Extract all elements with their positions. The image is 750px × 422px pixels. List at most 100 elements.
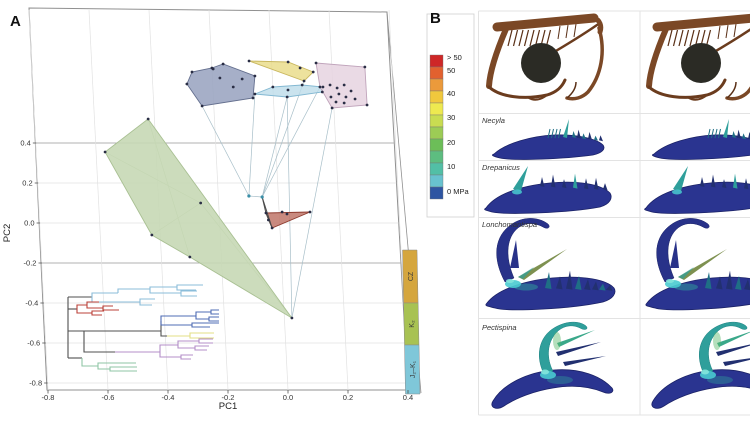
femur-body: [645, 276, 750, 311]
femoral-spine: [683, 29, 690, 47]
femur-spine: [594, 135, 598, 141]
scatter-point: [314, 61, 318, 65]
femoral-spine: [694, 29, 701, 47]
x-tick-label: 0.0: [283, 393, 293, 402]
x-tick-label: -0.4: [162, 393, 175, 402]
scatter-point: [188, 255, 192, 259]
scatter-point: [185, 82, 189, 86]
scatter-point: [221, 62, 225, 66]
major-spine: [723, 119, 729, 138]
red-hull-points: [264, 210, 312, 230]
comb-spine: [711, 128, 714, 139]
femur-spine: [606, 284, 613, 291]
x-tick-label: 0.2: [343, 393, 353, 402]
tree-branch: [177, 340, 199, 345]
tree-branch: [117, 288, 150, 293]
scatter-point: [251, 96, 255, 100]
femur-spine: [582, 133, 586, 140]
tree-branch: [210, 309, 219, 312]
femur-spine: [737, 129, 741, 139]
femur-spine: [556, 276, 563, 290]
strat-segment-2: [404, 344, 421, 395]
major-spine: [673, 166, 688, 191]
fea-model-drepanicus-col2: [644, 166, 750, 214]
femoral-spine: [725, 24, 729, 39]
strat-label-0: CZ: [408, 271, 415, 281]
fea-model-pectispina-col1: [491, 321, 614, 409]
femur-spine: [705, 272, 712, 289]
scatter-point: [318, 85, 322, 89]
tree-branch: [160, 315, 196, 321]
green-hull: [104, 118, 293, 319]
tree-branch: [180, 354, 193, 357]
tree-branch: [177, 345, 195, 349]
comb-spine: [714, 128, 718, 139]
femur-spine: [584, 178, 589, 190]
femur-spine: [726, 270, 733, 290]
phylogeny-red-clade: [76, 301, 119, 316]
phylogeny-yellow-clade: [167, 332, 214, 339]
femur-body: [651, 369, 750, 409]
scatter-point: [365, 103, 369, 107]
femoral-spine: [689, 29, 695, 47]
y-tick-label: -0.8: [29, 379, 42, 388]
scatter-point: [285, 212, 289, 216]
pink-hull-polygon: [315, 62, 368, 109]
scatter-point: [218, 76, 222, 80]
tree-branch: [191, 325, 210, 328]
femur-spine: [545, 272, 552, 289]
stress-hotspot: [672, 189, 682, 195]
tree-branch: [97, 366, 137, 370]
scatter-point: [363, 65, 367, 69]
sub-branch-teal: [557, 330, 595, 347]
internal-node-point: [247, 194, 251, 198]
colorbar-segment-7: [429, 138, 444, 152]
stratigraphic-bar: CZ K₂ J₂–K₁: [402, 249, 421, 395]
phylogeny-light-blue-clade: [91, 284, 203, 306]
femur-spine: [551, 174, 556, 188]
scatter-point: [280, 210, 284, 214]
tree-branch: [208, 319, 219, 322]
tree-branch: [159, 352, 181, 358]
fea-model-necyla-col2: [652, 119, 750, 160]
femoral-spine: [518, 29, 524, 47]
secondary-spine: [670, 240, 679, 268]
fea-model-lonchomantispa-col2: [645, 218, 750, 311]
green-hull-polygon: [104, 118, 293, 319]
scatter-point: [253, 74, 257, 78]
tree-branch: [198, 341, 213, 344]
femur-body: [491, 369, 614, 409]
scatter-point: [286, 88, 290, 92]
scatter-point: [298, 66, 302, 70]
femur-spine: [562, 179, 567, 189]
scatter-point: [353, 97, 357, 101]
scatter-point: [344, 95, 348, 99]
tree-branch: [86, 301, 99, 305]
tree-branch: [81, 358, 98, 367]
femur-spine: [700, 177, 705, 187]
sub-branch-dark: [556, 342, 601, 356]
y-tick-label: 0.4: [20, 139, 30, 148]
phylogeny-purple-clade: [115, 338, 213, 360]
femur-spine: [733, 173, 738, 189]
scatter-point: [342, 101, 346, 105]
sub-branch-dark: [723, 358, 750, 366]
femur-spine: [599, 135, 603, 142]
femur-spine: [711, 174, 716, 188]
scatter-point: [253, 92, 257, 96]
colorbar-segment-9: [429, 162, 444, 176]
sub-branch-dark: [716, 344, 750, 356]
femoral-spine: [534, 29, 541, 47]
scatter-point: [267, 218, 270, 222]
femoral-spine: [667, 29, 673, 47]
colorbar-segment-5: [429, 114, 444, 128]
scatter-point: [271, 85, 275, 89]
tree-branch: [83, 331, 115, 353]
scatter-point: [308, 210, 312, 214]
scatter-point: [342, 83, 346, 87]
main-branch-spine: [699, 321, 748, 375]
scatter-point: [320, 90, 324, 94]
femur-spine: [577, 129, 581, 139]
colorbar-segment-4: [429, 102, 444, 116]
scatter-point: [264, 211, 268, 215]
